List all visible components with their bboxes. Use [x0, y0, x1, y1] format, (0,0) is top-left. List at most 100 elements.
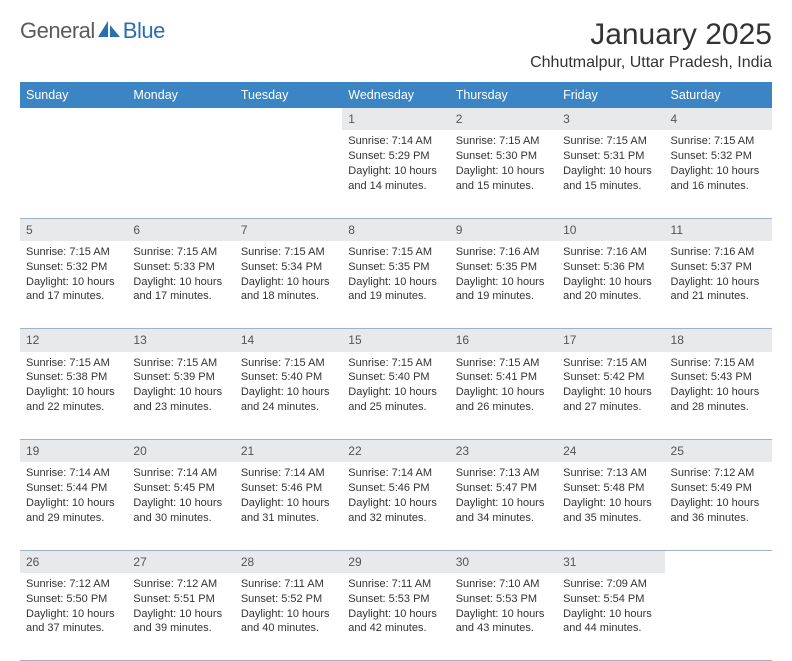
day-cell: Sunrise: 7:15 AMSunset: 5:31 PMDaylight:…	[557, 130, 664, 218]
daylight-line: Daylight: 10 hours and 44 minutes.	[563, 607, 658, 637]
weekday-header: Wednesday	[342, 82, 449, 108]
day-cell: Sunrise: 7:14 AMSunset: 5:29 PMDaylight:…	[342, 130, 449, 218]
day-number: 24	[557, 440, 664, 463]
sunset-line: Sunset: 5:32 PM	[26, 260, 121, 275]
location: Chhutmalpur, Uttar Pradesh, India	[530, 54, 772, 72]
daylight-line: Daylight: 10 hours and 22 minutes.	[26, 385, 121, 415]
daylight-line: Daylight: 10 hours and 16 minutes.	[671, 164, 766, 194]
daylight-line: Daylight: 10 hours and 36 minutes.	[671, 496, 766, 526]
day-cell: Sunrise: 7:15 AMSunset: 5:30 PMDaylight:…	[450, 130, 557, 218]
weekday-header: Friday	[557, 82, 664, 108]
day-number: 1	[342, 108, 449, 130]
day-cell: Sunrise: 7:15 AMSunset: 5:33 PMDaylight:…	[127, 241, 234, 329]
sunrise-line: Sunrise: 7:11 AM	[241, 577, 336, 592]
weekday-header: Tuesday	[235, 82, 342, 108]
sunrise-line: Sunrise: 7:15 AM	[671, 134, 766, 149]
day-number	[665, 550, 772, 573]
daylight-line: Daylight: 10 hours and 35 minutes.	[563, 496, 658, 526]
day-cell: Sunrise: 7:15 AMSunset: 5:32 PMDaylight:…	[20, 241, 127, 329]
day-number: 11	[665, 218, 772, 241]
sunset-line: Sunset: 5:42 PM	[563, 370, 658, 385]
title-block: January 2025 Chhutmalpur, Uttar Pradesh,…	[530, 18, 772, 72]
daylight-line: Daylight: 10 hours and 43 minutes.	[456, 607, 551, 637]
day-number: 10	[557, 218, 664, 241]
sunset-line: Sunset: 5:40 PM	[348, 370, 443, 385]
day-cell: Sunrise: 7:15 AMSunset: 5:42 PMDaylight:…	[557, 352, 664, 440]
day-number: 8	[342, 218, 449, 241]
sunrise-line: Sunrise: 7:15 AM	[456, 356, 551, 371]
day-number	[127, 108, 234, 130]
day-content-row: Sunrise: 7:15 AMSunset: 5:32 PMDaylight:…	[20, 241, 772, 329]
day-cell: Sunrise: 7:11 AMSunset: 5:52 PMDaylight:…	[235, 573, 342, 661]
day-number-row: 12131415161718	[20, 329, 772, 352]
sunset-line: Sunset: 5:45 PM	[133, 481, 228, 496]
day-cell: Sunrise: 7:12 AMSunset: 5:49 PMDaylight:…	[665, 462, 772, 550]
day-cell: Sunrise: 7:16 AMSunset: 5:35 PMDaylight:…	[450, 241, 557, 329]
sunrise-line: Sunrise: 7:15 AM	[241, 245, 336, 260]
sunrise-line: Sunrise: 7:15 AM	[133, 356, 228, 371]
daylight-line: Daylight: 10 hours and 24 minutes.	[241, 385, 336, 415]
sunrise-line: Sunrise: 7:16 AM	[563, 245, 658, 260]
day-cell: Sunrise: 7:15 AMSunset: 5:40 PMDaylight:…	[235, 352, 342, 440]
sunset-line: Sunset: 5:46 PM	[348, 481, 443, 496]
day-content-row: Sunrise: 7:14 AMSunset: 5:29 PMDaylight:…	[20, 130, 772, 218]
sunrise-line: Sunrise: 7:14 AM	[348, 134, 443, 149]
logo: General Blue	[20, 18, 165, 44]
sunset-line: Sunset: 5:32 PM	[671, 149, 766, 164]
day-cell: Sunrise: 7:16 AMSunset: 5:36 PMDaylight:…	[557, 241, 664, 329]
sunset-line: Sunset: 5:29 PM	[348, 149, 443, 164]
day-number	[235, 108, 342, 130]
sunset-line: Sunset: 5:39 PM	[133, 370, 228, 385]
day-number: 20	[127, 440, 234, 463]
day-cell: Sunrise: 7:14 AMSunset: 5:46 PMDaylight:…	[342, 462, 449, 550]
sunset-line: Sunset: 5:44 PM	[26, 481, 121, 496]
daylight-line: Daylight: 10 hours and 31 minutes.	[241, 496, 336, 526]
daylight-line: Daylight: 10 hours and 19 minutes.	[456, 275, 551, 305]
day-cell: Sunrise: 7:15 AMSunset: 5:41 PMDaylight:…	[450, 352, 557, 440]
sunrise-line: Sunrise: 7:15 AM	[671, 356, 766, 371]
sunset-line: Sunset: 5:38 PM	[26, 370, 121, 385]
day-cell: Sunrise: 7:15 AMSunset: 5:40 PMDaylight:…	[342, 352, 449, 440]
daylight-line: Daylight: 10 hours and 37 minutes.	[26, 607, 121, 637]
day-cell: Sunrise: 7:12 AMSunset: 5:50 PMDaylight:…	[20, 573, 127, 661]
day-cell: Sunrise: 7:14 AMSunset: 5:46 PMDaylight:…	[235, 462, 342, 550]
daylight-line: Daylight: 10 hours and 17 minutes.	[26, 275, 121, 305]
sunrise-line: Sunrise: 7:15 AM	[348, 356, 443, 371]
daylight-line: Daylight: 10 hours and 40 minutes.	[241, 607, 336, 637]
day-number	[20, 108, 127, 130]
day-number: 28	[235, 550, 342, 573]
daylight-line: Daylight: 10 hours and 23 minutes.	[133, 385, 228, 415]
daylight-line: Daylight: 10 hours and 27 minutes.	[563, 385, 658, 415]
day-cell	[127, 130, 234, 218]
sunset-line: Sunset: 5:41 PM	[456, 370, 551, 385]
day-cell: Sunrise: 7:13 AMSunset: 5:47 PMDaylight:…	[450, 462, 557, 550]
calendar-header-row: SundayMondayTuesdayWednesdayThursdayFrid…	[20, 82, 772, 108]
calendar-table: SundayMondayTuesdayWednesdayThursdayFrid…	[20, 82, 772, 661]
sunset-line: Sunset: 5:48 PM	[563, 481, 658, 496]
day-cell: Sunrise: 7:15 AMSunset: 5:35 PMDaylight:…	[342, 241, 449, 329]
day-number: 27	[127, 550, 234, 573]
sunrise-line: Sunrise: 7:15 AM	[348, 245, 443, 260]
daylight-line: Daylight: 10 hours and 25 minutes.	[348, 385, 443, 415]
header: General Blue January 2025 Chhutmalpur, U…	[20, 18, 772, 72]
day-number: 17	[557, 329, 664, 352]
sunrise-line: Sunrise: 7:16 AM	[456, 245, 551, 260]
daylight-line: Daylight: 10 hours and 17 minutes.	[133, 275, 228, 305]
day-cell: Sunrise: 7:14 AMSunset: 5:44 PMDaylight:…	[20, 462, 127, 550]
daylight-line: Daylight: 10 hours and 28 minutes.	[671, 385, 766, 415]
weekday-header: Sunday	[20, 82, 127, 108]
sunrise-line: Sunrise: 7:15 AM	[456, 134, 551, 149]
day-cell: Sunrise: 7:09 AMSunset: 5:54 PMDaylight:…	[557, 573, 664, 661]
day-cell: Sunrise: 7:15 AMSunset: 5:34 PMDaylight:…	[235, 241, 342, 329]
sunrise-line: Sunrise: 7:14 AM	[133, 466, 228, 481]
day-cell: Sunrise: 7:11 AMSunset: 5:53 PMDaylight:…	[342, 573, 449, 661]
sunset-line: Sunset: 5:33 PM	[133, 260, 228, 275]
weekday-header: Monday	[127, 82, 234, 108]
day-cell: Sunrise: 7:15 AMSunset: 5:43 PMDaylight:…	[665, 352, 772, 440]
day-number: 18	[665, 329, 772, 352]
daylight-line: Daylight: 10 hours and 14 minutes.	[348, 164, 443, 194]
day-cell	[20, 130, 127, 218]
daylight-line: Daylight: 10 hours and 21 minutes.	[671, 275, 766, 305]
sunrise-line: Sunrise: 7:15 AM	[133, 245, 228, 260]
daylight-line: Daylight: 10 hours and 15 minutes.	[563, 164, 658, 194]
